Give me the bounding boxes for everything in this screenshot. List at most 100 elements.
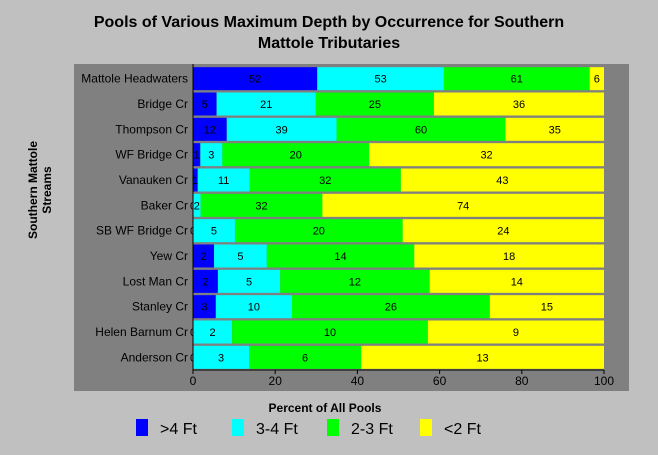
data-label-vanauken-cr-lt-2-ft: 43 [496, 175, 508, 187]
x-tick-label-100: 100 [594, 374, 614, 388]
bar-vanauken-cr-gt-4-ft [193, 168, 198, 192]
data-label-lost-man-cr-lt-2-ft: 14 [511, 276, 523, 288]
category-label-bridge-cr: Bridge Cr [137, 97, 188, 111]
bar-lost-man-cr-gt-4-ft [193, 269, 218, 293]
category-label-lost-man-cr: Lost Man Cr [123, 274, 188, 288]
bar-vanauken-cr-lt-2-ft [400, 168, 604, 192]
data-label-vanauken-cr-2-3-ft: 32 [319, 175, 331, 187]
data-label-vanauken-cr-gt-4-ft: 1 [192, 175, 198, 187]
category-label-vanauken-cr: Vanauken Cr [119, 173, 188, 187]
bar-sb-wf-bridge-cr-2-3-ft [234, 219, 403, 243]
data-label-stanley-cr-lt-2-ft: 15 [541, 302, 553, 314]
data-label-yew-cr-gt-4-ft: 2 [200, 251, 206, 263]
legend-label-2-3-ft: 2-3 Ft [351, 421, 393, 438]
bar-wf-bridge-cr-3-4-ft [200, 143, 223, 167]
bar-bridge-cr-2-3-ft [315, 92, 434, 116]
category-label-baker-cr: Baker Cr [141, 198, 188, 212]
data-label-baker-cr-2-3-ft: 32 [255, 200, 267, 212]
bar-bridge-cr-3-4-ft [216, 92, 316, 116]
data-label-lost-man-cr-3-4-ft: 5 [246, 276, 252, 288]
data-label-sb-wf-bridge-cr-3-4-ft: 5 [211, 226, 217, 238]
category-label-anderson-cr: Anderson Cr [121, 350, 188, 364]
bar-helen-barnum-cr-lt-2-ft [427, 320, 604, 344]
bar-wf-bridge-cr-lt-2-ft [369, 143, 604, 167]
data-label-stanley-cr-3-4-ft: 10 [248, 302, 260, 314]
data-label-baker-cr-lt-2-ft: 74 [457, 200, 469, 212]
chart-title-line-1: Pools of Various Maximum Depth by Occurr… [93, 14, 565, 31]
bar-sb-wf-bridge-cr-3-4-ft [193, 219, 235, 243]
category-label-thompson-cr: Thompson Cr [115, 122, 188, 136]
bar-stanley-cr-2-3-ft [291, 295, 490, 319]
bar-anderson-cr-3-4-ft [193, 345, 250, 369]
y-axis-label-line-1: Southern Mattole [26, 141, 40, 239]
data-label-bridge-cr-3-4-ft: 21 [260, 99, 272, 111]
bar-yew-cr-3-4-ft [214, 244, 267, 268]
data-label-anderson-cr-3-4-ft: 3 [218, 352, 224, 364]
legend-label-lt-2-ft: <2 Ft [444, 421, 481, 438]
data-label-helen-barnum-cr-lt-2-ft: 9 [513, 327, 519, 339]
data-label-helen-barnum-cr-2-3-ft: 10 [324, 327, 336, 339]
data-label-mattole-headwaters-lt-2-ft: 6 [594, 74, 600, 86]
category-label-mattole-headwaters: Mattole Headwaters [81, 72, 188, 86]
x-axis-ticks: 0 20 40 60 80 100 [190, 370, 614, 388]
data-label-lost-man-cr-2-3-ft: 12 [349, 276, 361, 288]
bar-baker-cr-2-3-ft [200, 193, 323, 217]
legend-swatch-lt-2-ft [420, 419, 432, 436]
data-label-mattole-headwaters-gt-4-ft: 52 [249, 74, 261, 86]
category-label-yew-cr: Yew Cr [150, 249, 188, 263]
data-label-sb-wf-bridge-cr-2-3-ft: 20 [313, 226, 325, 238]
bar-lost-man-cr-3-4-ft [217, 269, 281, 293]
data-label-mattole-headwaters-2-3-ft: 61 [511, 74, 523, 86]
legend: >4 Ft 3-4 Ft 2-3 Ft <2 Ft [136, 419, 481, 438]
data-label-bridge-cr-2-3-ft: 25 [369, 99, 381, 111]
bar-helen-barnum-cr-2-3-ft [232, 320, 428, 344]
category-label-helen-barnum-cr: Helen Barnum Cr [95, 325, 188, 339]
bar-anderson-cr-2-3-ft [249, 345, 362, 369]
bar-vanauken-cr-2-3-ft [249, 168, 401, 192]
bar-yew-cr-gt-4-ft [193, 244, 215, 268]
bar-yew-cr-lt-2-ft [414, 244, 604, 268]
data-label-stanley-cr-gt-4-ft: 3 [201, 302, 207, 314]
legend-label-gt-4-ft: >4 Ft [160, 421, 197, 438]
bar-wf-bridge-cr-2-3-ft [222, 143, 370, 167]
bar-stanley-cr-3-4-ft [215, 295, 292, 319]
bar-helen-barnum-cr-3-4-ft [193, 320, 233, 344]
x-tick-label-80: 80 [515, 374, 529, 388]
bar-mattole-headwaters-lt-2-ft [589, 67, 604, 91]
bar-wf-bridge-cr-gt-4-ft [193, 143, 201, 167]
data-label-mattole-headwaters-3-4-ft: 53 [374, 74, 386, 86]
category-label-stanley-cr: Stanley Cr [132, 300, 188, 314]
data-label-yew-cr-lt-2-ft: 18 [503, 251, 515, 263]
bar-bridge-cr-gt-4-ft [193, 92, 217, 116]
x-tick-label-60: 60 [433, 374, 447, 388]
data-label-helen-barnum-cr-3-4-ft: 2 [210, 327, 216, 339]
data-label-wf-bridge-cr-3-4-ft: 3 [208, 150, 214, 162]
bar-stanley-cr-lt-2-ft [489, 295, 604, 319]
data-label-baker-cr-3-4-ft: 2 [194, 200, 200, 212]
bar-lost-man-cr-2-3-ft [280, 269, 430, 293]
data-label-thompson-cr-lt-2-ft: 35 [549, 124, 561, 136]
data-label-sb-wf-bridge-cr-lt-2-ft: 24 [497, 226, 509, 238]
bar-thompson-cr-lt-2-ft [505, 117, 604, 141]
x-axis-label: Percent of All Pools [269, 401, 382, 415]
bar-baker-cr-3-4-ft [193, 193, 201, 217]
data-label-wf-bridge-cr-lt-2-ft: 32 [480, 150, 492, 162]
data-label-yew-cr-3-4-ft: 5 [237, 251, 243, 263]
bar-mattole-headwaters-gt-4-ft [193, 67, 318, 91]
bar-anderson-cr-lt-2-ft [361, 345, 604, 369]
data-label-thompson-cr-gt-4-ft: 12 [204, 124, 216, 136]
bar-baker-cr-lt-2-ft [322, 193, 604, 217]
data-label-lost-man-cr-gt-4-ft: 2 [202, 276, 208, 288]
category-label-wf-bridge-cr: WF Bridge Cr [115, 148, 188, 162]
x-tick-label-40: 40 [351, 374, 365, 388]
legend-swatch-3-4-ft [232, 419, 244, 436]
bar-thompson-cr-2-3-ft [336, 117, 506, 141]
chart-title: Pools of Various Maximum Depth by Occurr… [0, 12, 658, 54]
bar-thompson-cr-gt-4-ft [193, 117, 227, 141]
legend-swatch-gt-4-ft [136, 419, 148, 436]
category-label-sb-wf-bridge-cr: SB WF Bridge Cr [96, 224, 188, 238]
legend-label-3-4-ft: 3-4 Ft [256, 421, 298, 438]
chart-title-line-2: Mattole Tributaries [257, 35, 401, 52]
y-axis-label-line-2: Streams [40, 166, 54, 214]
